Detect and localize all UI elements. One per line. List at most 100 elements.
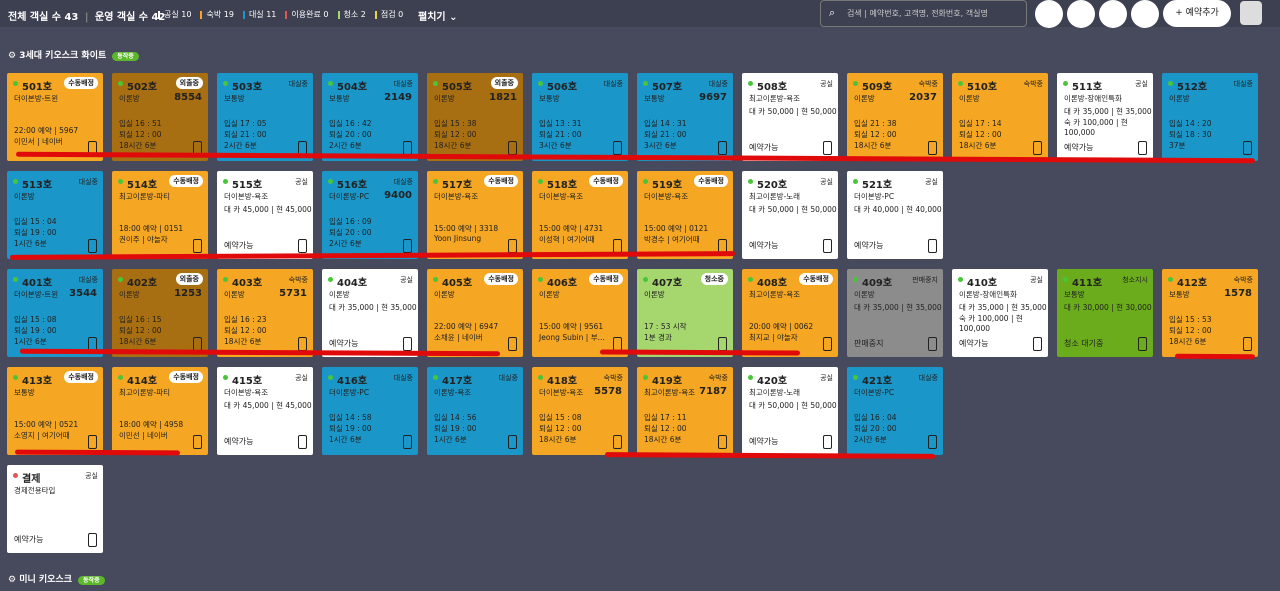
room-card[interactable]: 410호 공실 이론방-장애인특화 대 카 35,000 | 현 35,000 숙 카 … bbox=[952, 269, 1048, 357]
room-detail: 18시간 6분 bbox=[644, 435, 682, 444]
room-card[interactable]: 418호 숙박중 더이본방-욕조 5578 입실 15 : 08 퇴실 12 : 00 18… bbox=[532, 367, 628, 455]
room-card[interactable]: 510호 숙박중 이론방 입실 17 : 14 퇴실 12 : 00 18시간 6분 bbox=[952, 73, 1048, 161]
room-card[interactable]: 502호 외출중 이론방 8554 입실 16 : 51 퇴실 12 : 00 18시간 6… bbox=[112, 73, 208, 161]
room-type: 이론방-장애인특화 bbox=[959, 290, 1017, 299]
room-card[interactable]: 512호 대실중 이론방 입실 14 : 20 퇴실 18 : 30 37분 bbox=[1162, 73, 1258, 161]
status-dot bbox=[1063, 277, 1068, 282]
room-card[interactable]: 401호 대실중 더이본방-트윈 3544 입실 15 : 08 퇴실 19 : 00 1시… bbox=[7, 269, 103, 357]
search-icon: ⌕ bbox=[829, 6, 836, 19]
room-card[interactable]: 420호 공실 최고이론방-노래 대 카 50,000 | 현 50,000 예약가능 bbox=[742, 367, 838, 455]
search-box[interactable]: ⌕ 검색 | 예약번호, 고객명, 전화번호, 객실명 bbox=[820, 0, 1027, 27]
settings-button[interactable] bbox=[1131, 0, 1159, 28]
room-detail: 퇴실 12 : 00 bbox=[224, 326, 267, 335]
redaction-mark bbox=[14, 449, 181, 456]
room-detail: 18:00 예약 | 4958 bbox=[119, 420, 184, 429]
expand-label[interactable]: 펼치기 bbox=[418, 12, 446, 23]
status-dot bbox=[1168, 81, 1173, 86]
room-detail: 입실 21 : 38 bbox=[854, 119, 897, 128]
room-card[interactable]: 516호 대실중 더이론방-PC 9400 입실 16 : 09 퇴실 20 : 00 2시… bbox=[322, 171, 418, 259]
room-card[interactable]: 411호 청소지시 보통방 대 카 30,000 | 현 30,000 청소 대기중 bbox=[1057, 269, 1153, 357]
device-icon bbox=[1138, 337, 1147, 351]
device-icon bbox=[298, 337, 307, 351]
grid-button[interactable] bbox=[1067, 0, 1095, 28]
legend-count: 2 bbox=[360, 10, 366, 19]
room-card[interactable]: 412호 숙박중 보통방 1578 입실 15 : 53 퇴실 12 : 00 18시간 6… bbox=[1162, 269, 1258, 357]
room-number: 414호 bbox=[127, 376, 158, 387]
room-card[interactable]: 519호 수동배정 더이본방-욕조 15:00 예약 | 0121 박경수 | 여기어때 bbox=[637, 171, 733, 259]
room-card[interactable]: 514호 수동배정 최고이론방-파티 18:00 예약 | 0151 권이주 | 야놀자 bbox=[112, 171, 208, 259]
room-number: 504호 bbox=[337, 82, 368, 93]
room-footer: 예약가능 bbox=[854, 241, 884, 250]
room-number: 412호 bbox=[1177, 278, 1208, 289]
section-title: 3세대 키오스크 화이트 bbox=[19, 51, 107, 61]
room-card[interactable]: 405호 수동배정 이론방 22:00 예약 | 6947 소채윤 | 네이버 bbox=[427, 269, 523, 357]
room-card[interactable]: 415호 공실 더이본방-욕조 대 카 45,000 | 현 45,000 예약가능 bbox=[217, 367, 313, 455]
room-footer: 예약가능 bbox=[224, 437, 254, 446]
room-card[interactable]: 408호 수동배정 최고이론방-욕조 20:00 예약 | 0062 최지교 | 야놀자 bbox=[742, 269, 838, 357]
popup-button[interactable] bbox=[1099, 0, 1127, 28]
car-plate: 9400 bbox=[384, 190, 412, 201]
room-footer: 예약가능 bbox=[224, 241, 254, 250]
room-detail: 퇴실 20 : 00 bbox=[854, 424, 897, 433]
redaction-mark bbox=[604, 452, 936, 459]
room-card[interactable]: 403호 숙박중 이론방 5731 입실 16 : 23 퇴실 12 : 00 18시간 6… bbox=[217, 269, 313, 357]
room-card[interactable]: 509호 숙박중 이론방 2037 입실 21 : 38 퇴실 12 : 00 18시간 6… bbox=[847, 73, 943, 161]
room-card[interactable]: 517호 수동배정 더이본방-욕조 15:00 예약 | 3318 Yoon Jinsu… bbox=[427, 171, 523, 259]
room-card[interactable]: 505호 외출중 이론방 1821 입실 15 : 38 퇴실 12 : 00 18시간 6… bbox=[427, 73, 523, 161]
room-type: 이론방 bbox=[854, 94, 875, 103]
room-card[interactable]: 506호 대실중 보통방 입실 13 : 31 퇴실 21 : 00 3시간 6분 bbox=[532, 73, 628, 161]
room-type: 이론방 bbox=[119, 94, 140, 103]
help-button[interactable] bbox=[1240, 1, 1262, 25]
room-card[interactable]: 520호 공실 최고이론방-노래 대 카 50,000 | 현 50,000 예약가능 bbox=[742, 171, 838, 259]
room-card[interactable]: 409호 판매중지 이론방 대 카 35,000 | 현 35,000 판매중지 bbox=[847, 269, 943, 357]
room-type: 더이론방-PC bbox=[329, 388, 370, 397]
add-reservation-label[interactable]: 예약추가 bbox=[1185, 8, 1219, 18]
room-number: 410호 bbox=[967, 278, 998, 289]
room-card[interactable]: 521호 공실 더이본방-PC 대 카 40,000 | 현 40,000 예약가능 bbox=[847, 171, 943, 259]
car-plate: 2149 bbox=[384, 92, 412, 103]
room-status: 수동배정 bbox=[799, 273, 833, 285]
room-detail: 입실 13 : 31 bbox=[539, 119, 582, 128]
room-card[interactable]: 402호 외출중 이론방 1253 입실 16 : 15 퇴실 12 : 00 18시간 6… bbox=[112, 269, 208, 357]
status-dot bbox=[13, 375, 18, 380]
room-card[interactable]: 406호 수동배정 이론방 15:00 예약 | 9561 Jeong Subin | … bbox=[532, 269, 628, 357]
expand-toggle[interactable]: 펼치기 ⌄ bbox=[418, 12, 458, 23]
room-type: 이론방 bbox=[539, 290, 560, 299]
room-card[interactable]: 404호 공실 이론방 대 카 35,000 | 현 35,000 예약가능 bbox=[322, 269, 418, 357]
room-card[interactable]: 511호 공실 이론방-장애인특화 대 카 35,000 | 현 35,000 숙 카 … bbox=[1057, 73, 1153, 161]
section-header: ⚙ 미니 키오스크 동작중 bbox=[8, 572, 105, 585]
room-card[interactable]: 416호 대실중 더이론방-PC 입실 14 : 58 퇴실 19 : 00 1시간 6분 bbox=[322, 367, 418, 455]
room-type: 더이본방-욕조 bbox=[224, 388, 269, 397]
room-detail: 퇴실 20 : 00 bbox=[329, 130, 372, 139]
room-card[interactable]: 413호 수동배정 보통방 15:00 예약 | 0521 소영지 | 여기어때 bbox=[7, 367, 103, 455]
room-card[interactable]: 513호 대실중 이론방 입실 15 : 04 퇴실 19 : 00 1시간 6분 bbox=[7, 171, 103, 259]
room-card[interactable]: 결제 공실 경제전용타입 예약가능 bbox=[7, 465, 103, 553]
room-card[interactable]: 503호 대실중 보통방 입실 17 : 05 퇴실 21 : 00 2시간 6분 bbox=[217, 73, 313, 161]
room-card[interactable]: 507호 대실중 보통방 9697 입실 14 : 31 퇴실 21 : 00 3시간 6분 bbox=[637, 73, 733, 161]
room-number: 514호 bbox=[127, 180, 158, 191]
status-dot bbox=[1168, 277, 1173, 282]
room-card[interactable]: 518호 수동배정 더이본방-욕조 15:00 예약 | 4731 이성혁 | 여기어때 bbox=[532, 171, 628, 259]
room-status: 대실중 bbox=[1233, 80, 1253, 88]
status-dot bbox=[328, 179, 333, 184]
palette-button[interactable] bbox=[1035, 0, 1063, 28]
room-detail: 3시간 6분 bbox=[539, 141, 572, 150]
add-reservation-button[interactable]: + 예약추가 bbox=[1163, 0, 1231, 27]
room-type: 이론방 bbox=[644, 290, 665, 299]
room-detail: 소채윤 | 네이버 bbox=[434, 333, 483, 342]
room-card[interactable]: 419호 숙박중 최고이론방-욕조 7187 입실 17 : 11 퇴실 12 : 00 1… bbox=[637, 367, 733, 455]
room-detail: 입실 15 : 04 bbox=[14, 217, 57, 226]
room-card[interactable]: 414호 수동배정 최고이론방-파티 18:00 예약 | 4958 이민선 | 네이버 bbox=[112, 367, 208, 455]
room-card[interactable]: 407호 청소중 이론방 17 : 53 시작 1분 경과 bbox=[637, 269, 733, 357]
status-dot bbox=[433, 179, 438, 184]
room-card[interactable]: 501호 수동배정 더이본방-트윈 22:00 예약 | 5967 이민서 | 네이버 bbox=[7, 73, 103, 161]
room-card[interactable]: 421호 대실중 더이본방-PC 입실 16 : 04 퇴실 20 : 00 2시간 6분 bbox=[847, 367, 943, 455]
room-card[interactable]: 508호 공실 최고이론방-욕조 대 카 50,000 | 현 50,000 예약가능 bbox=[742, 73, 838, 161]
device-icon bbox=[298, 435, 307, 449]
room-card[interactable]: 417호 대실중 이론방-욕조 입실 14 : 56 퇴실 19 : 00 1시간 6분 bbox=[427, 367, 523, 455]
room-card[interactable]: 504호 대실중 보통방 2149 입실 16 : 42 퇴실 20 : 00 2시간 6분 bbox=[322, 73, 418, 161]
car-plate: 9697 bbox=[699, 92, 727, 103]
room-number: 409호 bbox=[862, 278, 893, 289]
room-number: 506호 bbox=[547, 82, 578, 93]
room-card[interactable]: 515호 공실 더이본방-욕조 대 카 45,000 | 현 45,000 예약가능 bbox=[217, 171, 313, 259]
